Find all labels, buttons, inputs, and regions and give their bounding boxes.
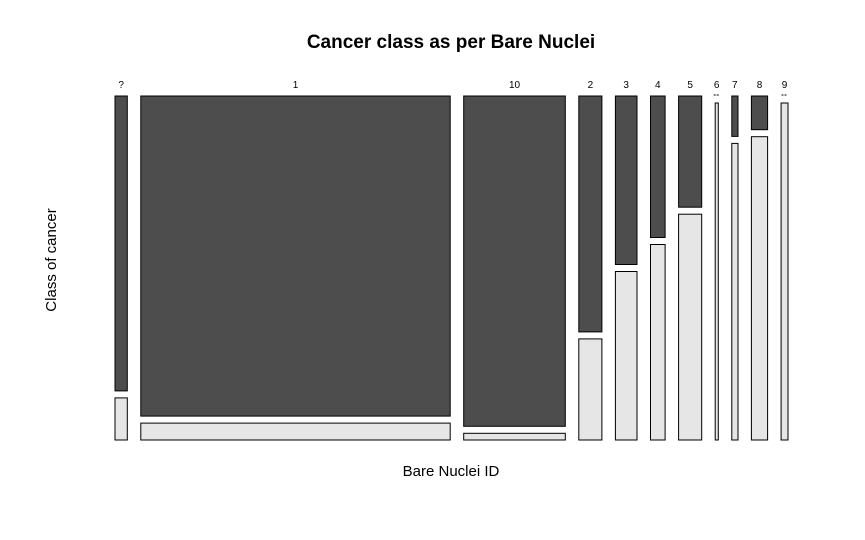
mosaic-cell bbox=[614, 95, 638, 265]
chart-title: Cancer class as per Bare Nuclei bbox=[307, 32, 595, 53]
mosaic-cell bbox=[578, 95, 603, 333]
mosaic-cell bbox=[678, 95, 703, 208]
x-tick-label: 7 bbox=[732, 80, 738, 91]
x-tick-label: 2 bbox=[588, 80, 594, 91]
y-axis-label: Class of cancer bbox=[43, 208, 60, 311]
mosaic-cell bbox=[614, 271, 638, 441]
x-axis-label: Bare Nuclei ID bbox=[403, 463, 500, 480]
mosaic-cell bbox=[750, 95, 769, 131]
mosaic-cell bbox=[678, 213, 703, 441]
mosaic-cell bbox=[780, 102, 789, 441]
chart-marks: ? 1 10 2 3 4 5 6 7 8 9 bbox=[114, 80, 789, 441]
mosaic-cell bbox=[714, 102, 719, 441]
x-tick-label: 9 bbox=[782, 80, 788, 91]
mosaic-cell bbox=[140, 422, 451, 441]
mosaic-cell bbox=[731, 142, 739, 441]
mosaic-cell bbox=[650, 244, 666, 441]
x-tick-label: 10 bbox=[509, 80, 521, 91]
mosaic-cell bbox=[750, 136, 769, 441]
x-tick-label: 8 bbox=[757, 80, 763, 91]
mosaic-cell bbox=[140, 95, 451, 417]
x-tick-label: 5 bbox=[687, 80, 693, 91]
mosaic-cell bbox=[463, 432, 566, 441]
x-tick-label: 6 bbox=[714, 80, 720, 91]
x-tick-label: ? bbox=[118, 80, 124, 91]
mosaic-cell bbox=[731, 95, 739, 137]
x-tick-label: 4 bbox=[655, 80, 661, 91]
x-tick-label: 1 bbox=[293, 80, 299, 91]
x-tick-label: 3 bbox=[623, 80, 629, 91]
mosaic-cell bbox=[463, 95, 566, 427]
mosaic-cell bbox=[578, 338, 603, 441]
mosaic-cell bbox=[114, 95, 128, 392]
mosaic-cell bbox=[114, 397, 128, 441]
mosaic-cell bbox=[650, 95, 666, 238]
